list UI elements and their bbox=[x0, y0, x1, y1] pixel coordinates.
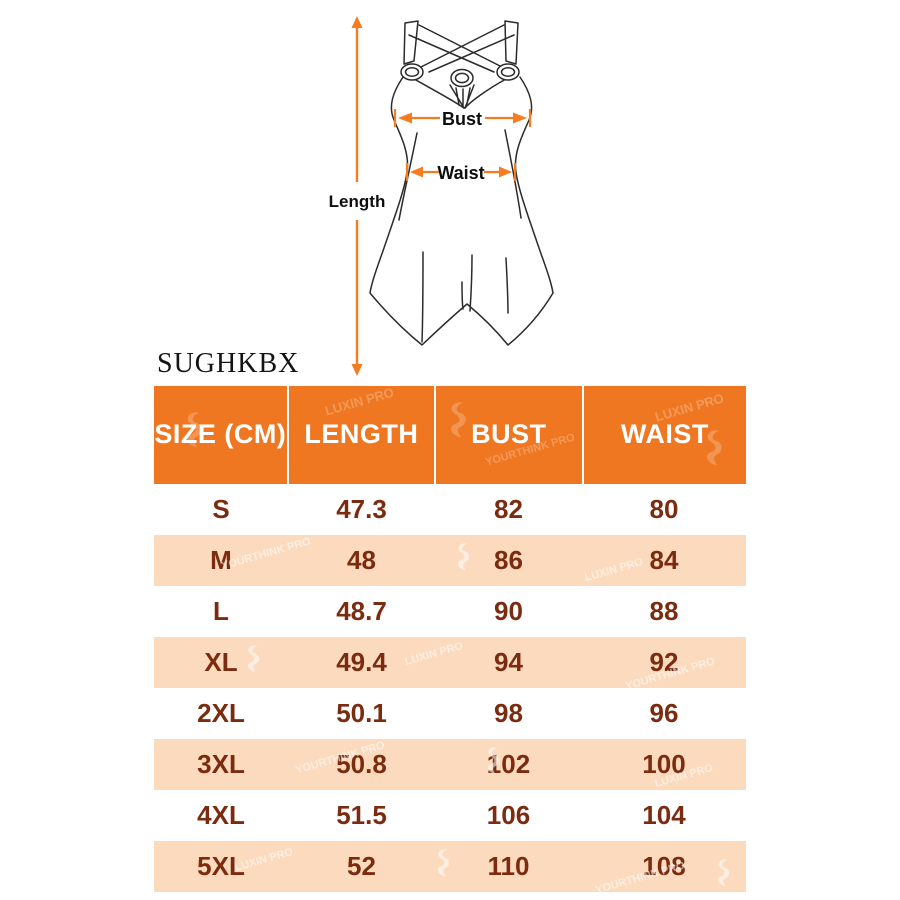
cell-length: 48.7 bbox=[336, 596, 387, 626]
cell-bust: 90 bbox=[494, 596, 523, 626]
waist-label: Waist bbox=[437, 163, 484, 183]
cell-waist: 108 bbox=[642, 851, 686, 881]
bust-label: Bust bbox=[442, 109, 482, 129]
length-label: Length bbox=[329, 192, 386, 211]
cell-bust: 110 bbox=[487, 851, 530, 881]
table-row-s: S 47.3 82 80 bbox=[154, 484, 746, 535]
brand-title: SUGHKBX bbox=[157, 348, 300, 379]
strap-rings bbox=[400, 63, 520, 88]
cell-waist: 80 bbox=[649, 494, 679, 524]
cell-size: XL bbox=[204, 647, 238, 677]
cell-size: 2XL bbox=[197, 698, 245, 728]
cell-size: 4XL bbox=[197, 800, 245, 830]
header-length: LENGTH bbox=[288, 386, 435, 484]
cell-length: 47.3 bbox=[336, 494, 387, 524]
table-row-4xl: 4XL 51.5 106 104 bbox=[154, 790, 746, 841]
cell-length: 48 bbox=[347, 545, 376, 575]
table-header-row: SIZE (CM) LENGTH BUST WAIST bbox=[154, 386, 747, 484]
bust-arrow bbox=[393, 109, 532, 127]
cell-bust: 82 bbox=[494, 494, 523, 524]
cell-size: 5XL bbox=[197, 851, 245, 881]
header-bust: BUST bbox=[436, 386, 582, 484]
cell-waist: 96 bbox=[649, 698, 679, 728]
garment-diagram: Length Bust Waist bbox=[320, 8, 620, 380]
cell-waist: 100 bbox=[642, 749, 686, 779]
cell-length: 50.1 bbox=[336, 698, 387, 728]
cell-size: 3XL bbox=[197, 749, 245, 779]
table-row-2xl: 2XL 50.1 98 96 bbox=[154, 688, 746, 739]
cell-size: S bbox=[212, 494, 230, 524]
cell-bust: 98 bbox=[494, 698, 523, 728]
garment-drawing: Length Bust Waist bbox=[329, 16, 554, 376]
cell-waist: 88 bbox=[649, 596, 679, 626]
length-arrow bbox=[351, 16, 363, 376]
cell-waist: 104 bbox=[642, 800, 686, 830]
cell-size: M bbox=[210, 545, 232, 575]
cell-waist: 84 bbox=[649, 545, 679, 575]
header-waist: WAIST bbox=[583, 386, 747, 484]
cell-length: 50.8 bbox=[336, 749, 387, 779]
table-row-xl: XL 49.4 94 92 bbox=[154, 637, 746, 688]
table-row-l: L 48.7 90 88 bbox=[154, 586, 746, 637]
cell-bust: 86 bbox=[494, 545, 523, 575]
size-table: SIZE (CM) LENGTH BUST WAIST S 47.3 82 80… bbox=[154, 386, 747, 893]
table-row-3xl: 3XL 50.8 102 100 bbox=[154, 739, 746, 790]
cell-length: 51.5 bbox=[336, 800, 387, 830]
waist-arrow bbox=[405, 163, 517, 181]
cell-bust: 106 bbox=[486, 800, 531, 830]
cell-length: 49.4 bbox=[336, 647, 387, 677]
cell-size: L bbox=[213, 596, 229, 626]
cell-bust: 94 bbox=[494, 647, 523, 677]
cell-bust: 102 bbox=[486, 749, 531, 779]
cell-length: 52 bbox=[347, 851, 376, 881]
header-size-cm: SIZE (CM) bbox=[154, 386, 287, 484]
table-row-5xl: 5XL 52 110 108 bbox=[154, 841, 746, 892]
cell-waist: 92 bbox=[649, 647, 679, 677]
table-row-m: M 48 86 84 bbox=[154, 535, 746, 586]
